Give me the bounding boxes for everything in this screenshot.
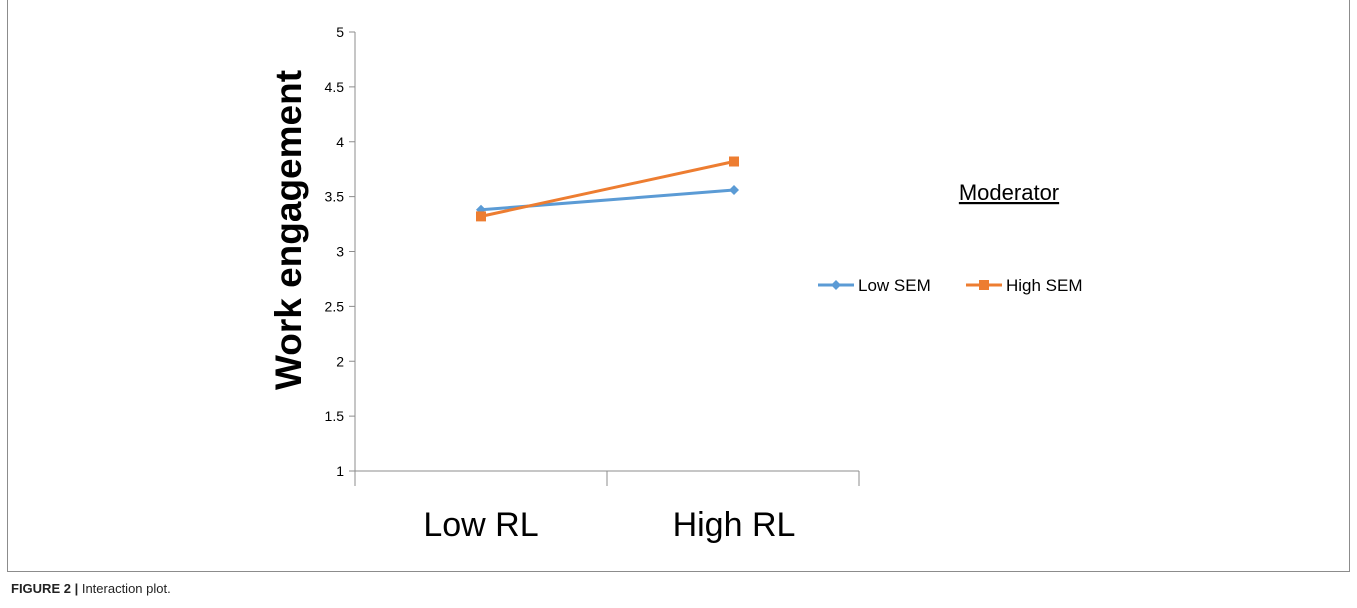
legend-item: High SEM bbox=[966, 276, 1083, 295]
legend-label: High SEM bbox=[1006, 276, 1083, 295]
legend-marker bbox=[831, 280, 841, 290]
y-tick-label: 4.5 bbox=[325, 79, 345, 95]
figure-number: FIGURE 2 | bbox=[11, 581, 79, 596]
legend-marker bbox=[979, 280, 989, 290]
y-tick-label: 5 bbox=[336, 24, 344, 40]
x-axis: Low RL High RL bbox=[354, 470, 860, 544]
series-high-sem bbox=[476, 156, 739, 222]
y-tick-label: 2.5 bbox=[325, 298, 345, 314]
data-point bbox=[729, 185, 739, 196]
caption-text: Interaction plot. bbox=[81, 581, 171, 596]
data-point bbox=[476, 211, 486, 222]
x-tick-label: High RL bbox=[673, 506, 796, 544]
figure-frame bbox=[7, 0, 1350, 572]
y-axis-title: Work engagement bbox=[268, 70, 309, 390]
legend-label: Low SEM bbox=[858, 276, 931, 295]
y-tick-label: 3 bbox=[336, 244, 344, 260]
data-point bbox=[729, 156, 739, 167]
y-tick-label: 3.5 bbox=[325, 189, 345, 205]
series-line bbox=[480, 160, 735, 218]
legend-title: Moderator bbox=[959, 180, 1059, 205]
series-layer bbox=[476, 156, 739, 222]
figure-caption: FIGURE 2 | Interaction plot. bbox=[11, 581, 171, 596]
y-axis: 1 1.5 2 2.5 3 3.5 4 4.5 5 bbox=[325, 24, 356, 479]
y-tick-label: 1 bbox=[336, 463, 344, 479]
legend: Low SEM High SEM bbox=[818, 276, 1083, 295]
y-tick-label: 2 bbox=[336, 353, 344, 369]
legend-item: Low SEM bbox=[818, 276, 931, 295]
x-tick-label: Low RL bbox=[423, 506, 538, 544]
y-tick-label: 4 bbox=[336, 134, 344, 150]
interaction-chart: 1 1.5 2 2.5 3 3.5 4 4.5 5 Low RL High RL Work eng… bbox=[268, 24, 1083, 544]
y-tick-label: 1.5 bbox=[325, 408, 345, 424]
